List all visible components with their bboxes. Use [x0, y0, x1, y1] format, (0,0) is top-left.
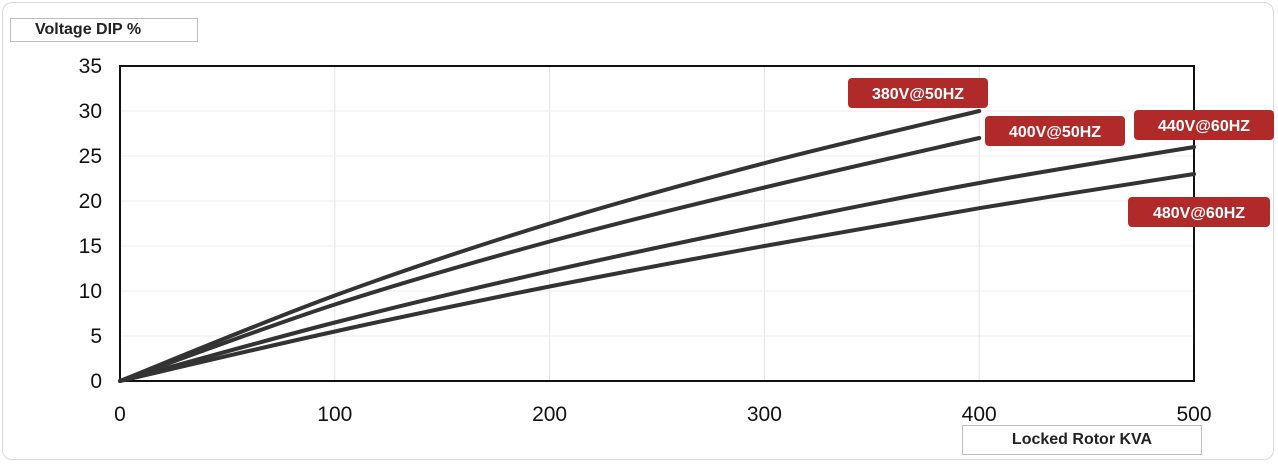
- x-tick-label: 200: [532, 403, 567, 426]
- plot-area: [119, 65, 1195, 382]
- x-tick-label: 100: [317, 403, 352, 426]
- x-tick-label: 500: [1176, 403, 1211, 426]
- y-tick-label: 0: [90, 370, 102, 393]
- y-tick-label: 25: [79, 145, 102, 168]
- series-line: [118, 172, 1196, 383]
- series-label-text: 400V@50HZ: [1009, 124, 1101, 141]
- x-tick-label: 400: [962, 403, 997, 426]
- y-tick-label: 35: [79, 55, 102, 78]
- grid: [119, 65, 1195, 382]
- series-label-text: 380V@50HZ: [872, 86, 964, 103]
- series-line: [118, 145, 1196, 383]
- series-label-badge: [1128, 197, 1270, 227]
- series-label-badge: [848, 78, 988, 108]
- series-line: [118, 136, 982, 383]
- y-tick-label: 30: [79, 100, 102, 123]
- series-labels: 380V@50HZ 400V@50HZ 440V@60HZ 480V@60HZ: [848, 78, 1274, 227]
- y-tick-label: 15: [79, 235, 102, 258]
- y-tick-label: 5: [90, 325, 102, 348]
- series-label-badge: [985, 116, 1125, 146]
- ticks: 0 5 10 15 20 25 30 35 0 100 200 300 400 500: [79, 55, 1212, 426]
- y-tick-label: 20: [79, 190, 102, 213]
- y-axis-label: Voltage DIP %: [10, 18, 198, 42]
- series-lines: [118, 109, 1196, 383]
- series-label-badge: [1134, 110, 1274, 140]
- x-tick-label: 0: [114, 403, 126, 426]
- x-axis-label: Locked Rotor KVA: [962, 425, 1202, 455]
- series-label-text: 480V@60HZ: [1153, 205, 1245, 222]
- series-line: [118, 109, 982, 383]
- x-tick-label: 300: [747, 403, 782, 426]
- y-tick-label: 10: [79, 280, 102, 303]
- series-label-text: 440V@60HZ: [1158, 118, 1250, 135]
